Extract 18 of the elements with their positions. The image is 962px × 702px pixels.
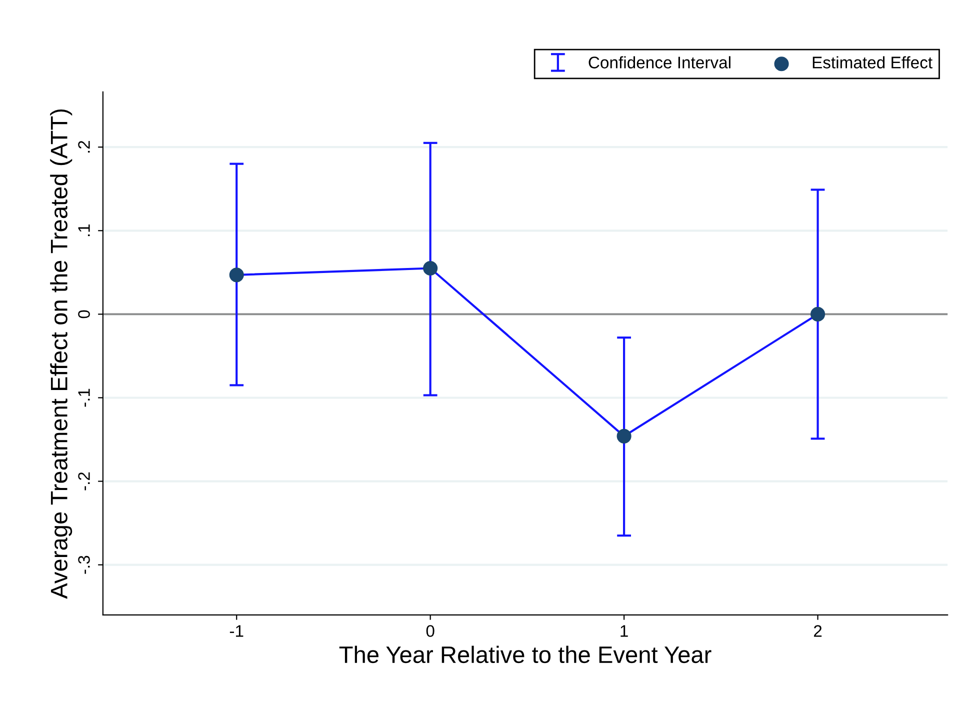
legend-label: Confidence Interval — [588, 56, 730, 68]
point — [810, 306, 826, 322]
point — [616, 428, 632, 444]
y-tick-label: .1 — [78, 224, 90, 236]
x-tick-label: -1 — [230, 625, 244, 637]
y-tick-label: -.2 — [78, 472, 90, 490]
point — [423, 260, 438, 276]
y-axis-title: Average Treatment Effect on the Treated (ATT) — [50, 109, 72, 599]
x-tick-label: 0 — [426, 625, 434, 637]
y-tick-label: -.1 — [78, 388, 90, 407]
x-tick-label: 1 — [620, 625, 628, 637]
y-tick-label: 0 — [78, 310, 90, 318]
legend-label: Estimated Effect — [812, 56, 932, 68]
y-tick-label: .2 — [78, 140, 90, 153]
y-tick-label: -.3 — [78, 556, 90, 574]
x-tick-label: 2 — [814, 625, 822, 637]
point — [229, 268, 244, 282]
x-axis-title: The Year Relative to the Event Year — [339, 646, 712, 664]
